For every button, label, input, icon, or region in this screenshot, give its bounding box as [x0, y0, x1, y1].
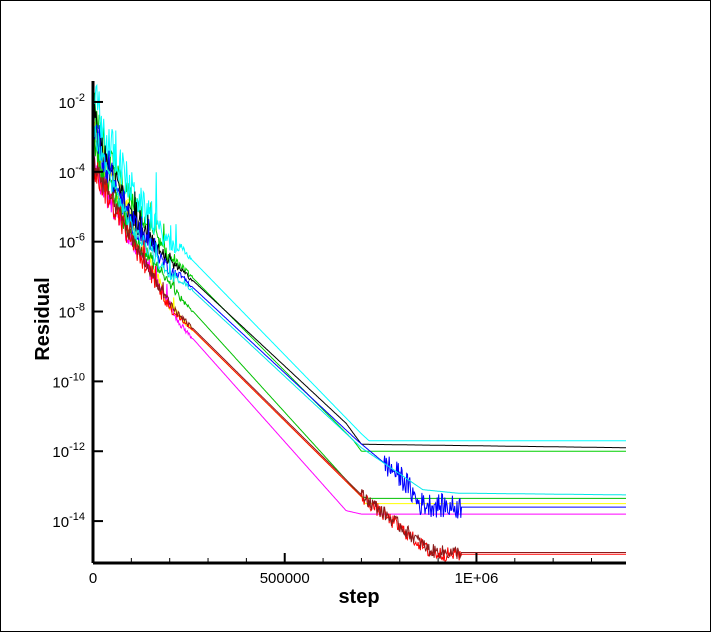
- y-tick-label-2: 10-4: [59, 162, 85, 182]
- x-axis-title: step: [338, 586, 379, 608]
- series-line-10: [92, 157, 626, 559]
- series-layer: [92, 83, 626, 562]
- series-line-8: [92, 115, 626, 496]
- series-line-7: [92, 109, 626, 519]
- y-tick-label-5: 10-10: [52, 371, 85, 391]
- x-tick-label-2: 500000: [260, 570, 310, 587]
- y-tick-label-3: 10-6: [59, 232, 85, 252]
- series-line-9: [92, 159, 626, 562]
- series-line-5: [92, 83, 626, 442]
- ticks-layer: 0 500000 1E+06 10-2 10-4 10-6 10-8 10-10 10-12 10…: [52, 92, 592, 587]
- x-tick-label-3: 1E+06: [455, 570, 499, 587]
- y-tick-label-6: 10-12: [52, 441, 85, 461]
- y-axis-title: Residual: [32, 277, 54, 360]
- y-tick-label-4: 10-8: [59, 302, 85, 322]
- y-tick-label-7: 10-14: [52, 511, 85, 531]
- x-tick-label-1: 0: [89, 570, 97, 587]
- axes-layer: [91, 81, 626, 565]
- series-line-2: [92, 155, 626, 515]
- y-tick-label-1: 10-2: [59, 92, 85, 112]
- series-line-6: [92, 103, 626, 449]
